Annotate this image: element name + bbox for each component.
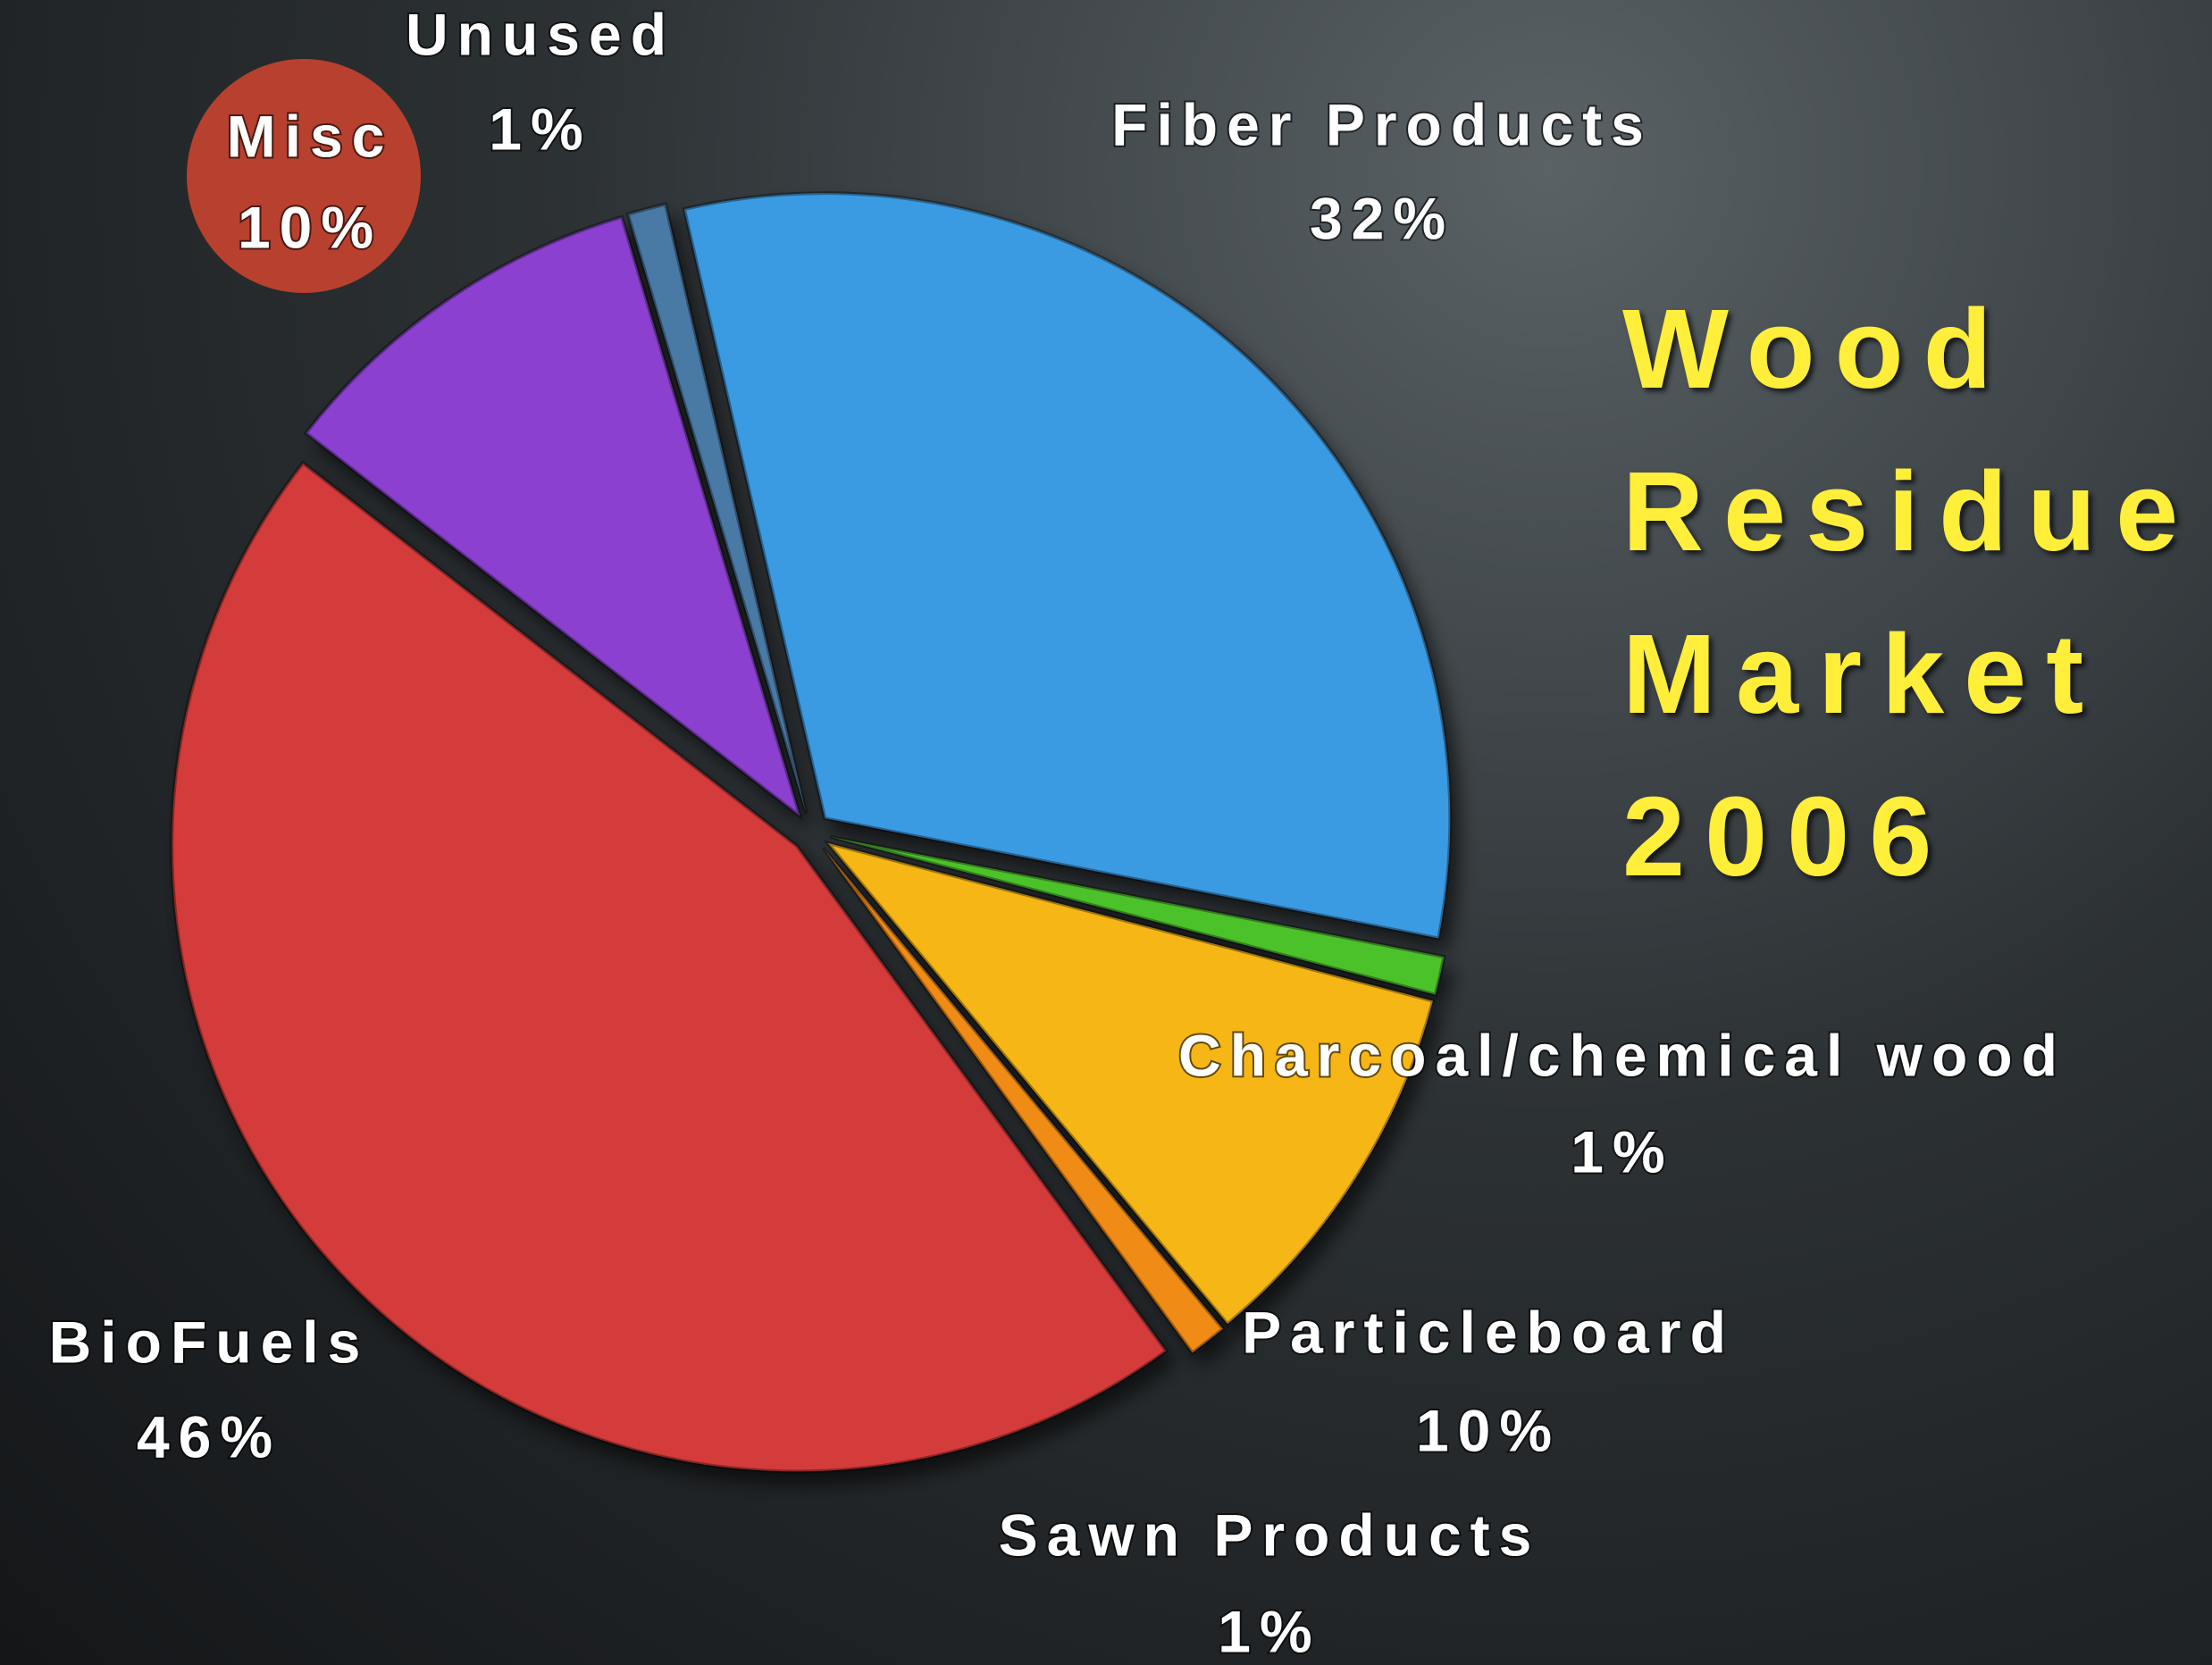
slice-value-label: 1% bbox=[1571, 1118, 1673, 1184]
pie-slice bbox=[170, 460, 1169, 1474]
pie-slice bbox=[682, 191, 1453, 941]
slice-label: Misc bbox=[227, 103, 394, 169]
pie-slice bbox=[625, 202, 809, 815]
chart-title: Wood Residue Market 2006 bbox=[1622, 286, 2199, 899]
slice-label: Sawn Products bbox=[999, 1502, 1541, 1568]
pie-slice bbox=[303, 214, 804, 822]
slice-value-label: 46% bbox=[137, 1403, 281, 1469]
pie-slice bbox=[823, 840, 1436, 1326]
slice-label: Particleboard bbox=[1242, 1299, 1735, 1365]
pie-slice bbox=[821, 847, 1226, 1356]
slice-label: BioFuels bbox=[49, 1309, 370, 1375]
pie-slice bbox=[829, 834, 1446, 998]
slice-label: Unused bbox=[406, 1, 675, 67]
slice-label: Fiber Products bbox=[1111, 91, 1653, 157]
slice-value-label: 10% bbox=[1416, 1397, 1561, 1463]
slice-label: Charcoal/chemical wood bbox=[1178, 1022, 2066, 1088]
slice-value-label: 1% bbox=[1218, 1598, 1320, 1664]
misc-badge bbox=[187, 59, 421, 293]
pie bbox=[170, 191, 1453, 1474]
slice-value-label: 32% bbox=[1310, 185, 1454, 251]
slice-value-label: 1% bbox=[489, 96, 591, 162]
slice-value-label: 10% bbox=[238, 194, 382, 260]
